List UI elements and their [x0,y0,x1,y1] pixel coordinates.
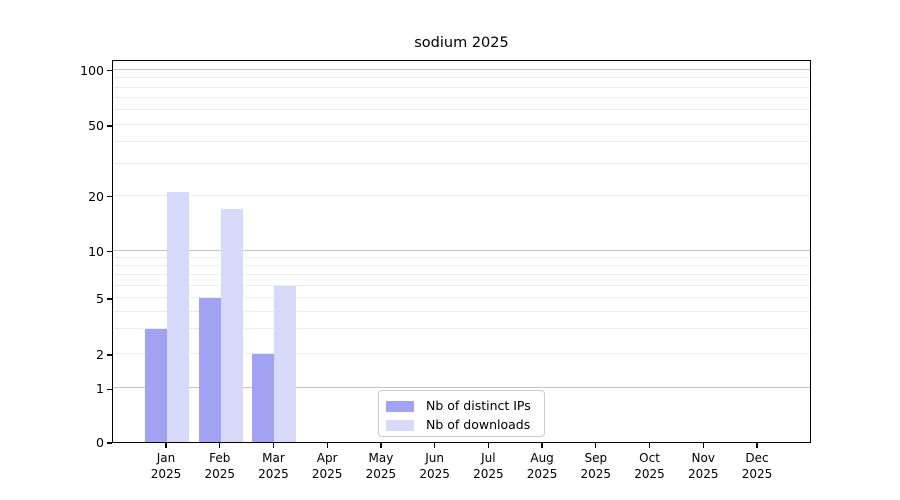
minor-gridline [113,194,810,196]
x-tick-mark [487,443,489,448]
y-tick-label: 1 [96,381,104,397]
bar-downloads-jan [167,192,189,442]
y-tick-mark [107,298,112,300]
legend-item-distinct-ips: Nb of distinct IPs [379,397,544,415]
minor-gridline [113,163,810,165]
x-tick-mark [219,443,221,448]
y-tick-label: 20 [88,188,104,204]
minor-gridline [113,328,810,330]
plot-area [112,60,811,443]
x-tick-label: Aug 2025 [526,451,558,481]
x-tick-mark [756,443,758,448]
bar-distinct-ips-mar [252,354,275,442]
x-tick-label: Apr 2025 [311,451,343,481]
legend-swatch-downloads-icon [386,419,414,431]
x-tick-mark [326,443,328,448]
bar-downloads-mar [274,285,297,442]
x-tick-mark [272,443,275,448]
x-tick-label: Mar 2025 [258,451,289,481]
minor-gridline [113,256,810,258]
x-tick-mark [433,443,436,448]
bar-downloads-feb [220,208,243,442]
minor-gridline [113,273,810,275]
legend-label-downloads: Nb of downloads [426,417,531,432]
y-tick-mark [107,388,112,390]
minor-gridline [113,109,810,111]
y-tick-label: 5 [96,290,104,306]
x-tick-label: May 2025 [365,451,397,481]
minor-gridline [113,97,810,99]
chart-title: sodium 2025 [414,35,509,51]
minor-gridline [113,284,810,286]
minor-gridline [113,86,810,88]
bar-distinct-ips-jan [145,329,167,442]
legend-label-distinct-ips: Nb of distinct IPs [426,398,531,413]
major-gridline [113,68,810,70]
x-tick-label: Sep 2025 [580,451,612,481]
y-tick-mark [107,442,112,444]
minor-gridline [113,297,810,298]
y-tick-mark [107,70,112,72]
y-tick-mark [107,354,112,356]
x-tick-label: Dec 2025 [741,451,773,481]
x-tick-label: Oct 2025 [634,451,665,481]
x-tick-mark [380,443,382,448]
y-tick-mark [107,125,112,127]
x-tick-label: Jun 2025 [419,451,450,481]
y-tick-label: 50 [88,117,104,133]
x-tick-mark [595,443,597,448]
minor-gridline [113,353,810,354]
y-tick-label: 2 [96,346,104,362]
legend-swatch-distinct-ips-icon [386,400,414,412]
y-tick-label: 100 [80,62,104,78]
x-tick-label: Jul 2025 [473,451,504,481]
minor-gridline [113,310,810,312]
y-tick-label: 10 [88,243,104,259]
minor-gridline [113,124,810,125]
bar-distinct-ips-feb [198,298,221,442]
minor-gridline [113,141,810,143]
x-tick-mark [648,443,651,448]
minor-gridline [113,264,810,266]
x-tick-mark [702,443,704,448]
x-tick-label: Jan 2025 [150,451,182,481]
x-tick-label: Feb 2025 [204,451,235,481]
major-gridline [113,249,810,251]
x-tick-mark [165,443,167,448]
legend-item-downloads: Nb of downloads [379,416,544,434]
y-tick-mark [107,196,112,198]
legend: Nb of distinct IPs Nb of downloads [378,390,545,437]
y-tick-mark [107,250,112,253]
x-tick-mark [541,443,543,448]
y-tick-label: 0 [96,435,104,450]
minor-gridline [113,77,810,79]
major-gridline [113,387,810,389]
x-tick-label: Nov 2025 [687,451,719,481]
